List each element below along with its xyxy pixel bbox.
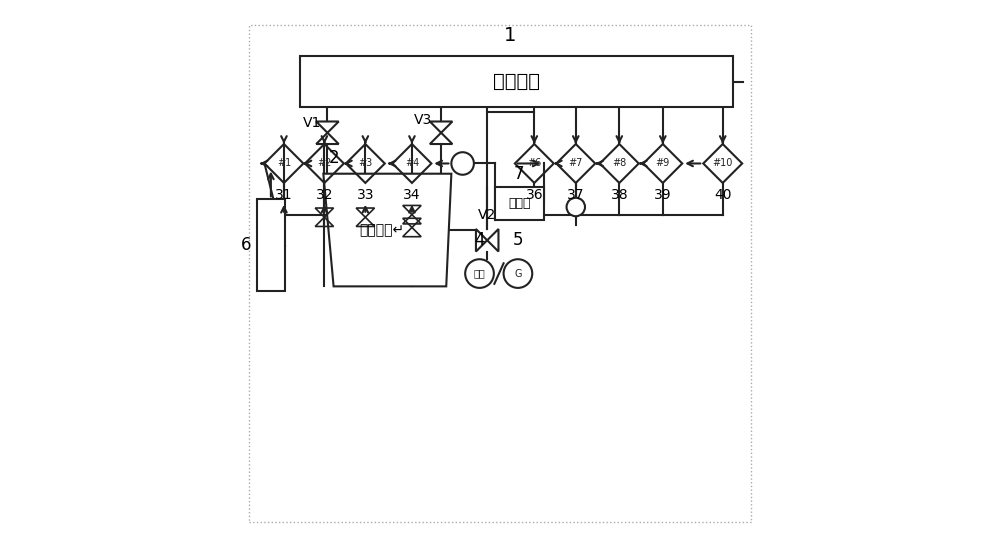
Text: V2: V2: [478, 208, 496, 222]
Text: G: G: [514, 268, 522, 279]
Text: #6: #6: [527, 158, 541, 169]
Text: 33: 33: [357, 188, 374, 202]
Text: 水泵: 水泵: [474, 268, 485, 279]
Text: 主汽轮机: 主汽轮机: [493, 72, 540, 91]
Text: 37: 37: [567, 188, 585, 202]
Text: 38: 38: [610, 188, 628, 202]
Circle shape: [567, 198, 585, 216]
Text: #3: #3: [358, 158, 372, 169]
Text: #1: #1: [277, 158, 291, 169]
Text: #2: #2: [317, 158, 332, 169]
Text: #7: #7: [569, 158, 583, 169]
Text: 7: 7: [514, 165, 524, 183]
Circle shape: [465, 259, 494, 288]
Text: 5: 5: [513, 231, 523, 249]
Circle shape: [451, 152, 474, 175]
Text: V1: V1: [303, 115, 321, 130]
FancyBboxPatch shape: [495, 186, 544, 220]
Text: 34: 34: [403, 188, 421, 202]
Text: 4: 4: [474, 231, 485, 249]
Text: 39: 39: [654, 188, 672, 202]
Text: 32: 32: [316, 188, 333, 202]
Text: 6: 6: [241, 236, 252, 254]
FancyBboxPatch shape: [300, 56, 733, 107]
Text: 36: 36: [525, 188, 543, 202]
Text: 小汽轮机↵: 小汽轮机↵: [360, 223, 405, 237]
Circle shape: [504, 259, 532, 288]
Text: #8: #8: [612, 158, 626, 169]
FancyBboxPatch shape: [257, 199, 285, 292]
Text: V3: V3: [414, 113, 432, 127]
Text: #4: #4: [405, 158, 419, 169]
Text: 1: 1: [504, 26, 516, 45]
Polygon shape: [323, 174, 451, 286]
Text: #10: #10: [713, 158, 733, 169]
Text: 除氧器: 除氧器: [508, 197, 530, 210]
Text: 31: 31: [275, 188, 293, 202]
Text: 2: 2: [328, 150, 339, 167]
Text: #9: #9: [656, 158, 670, 169]
Text: 40: 40: [714, 188, 731, 202]
